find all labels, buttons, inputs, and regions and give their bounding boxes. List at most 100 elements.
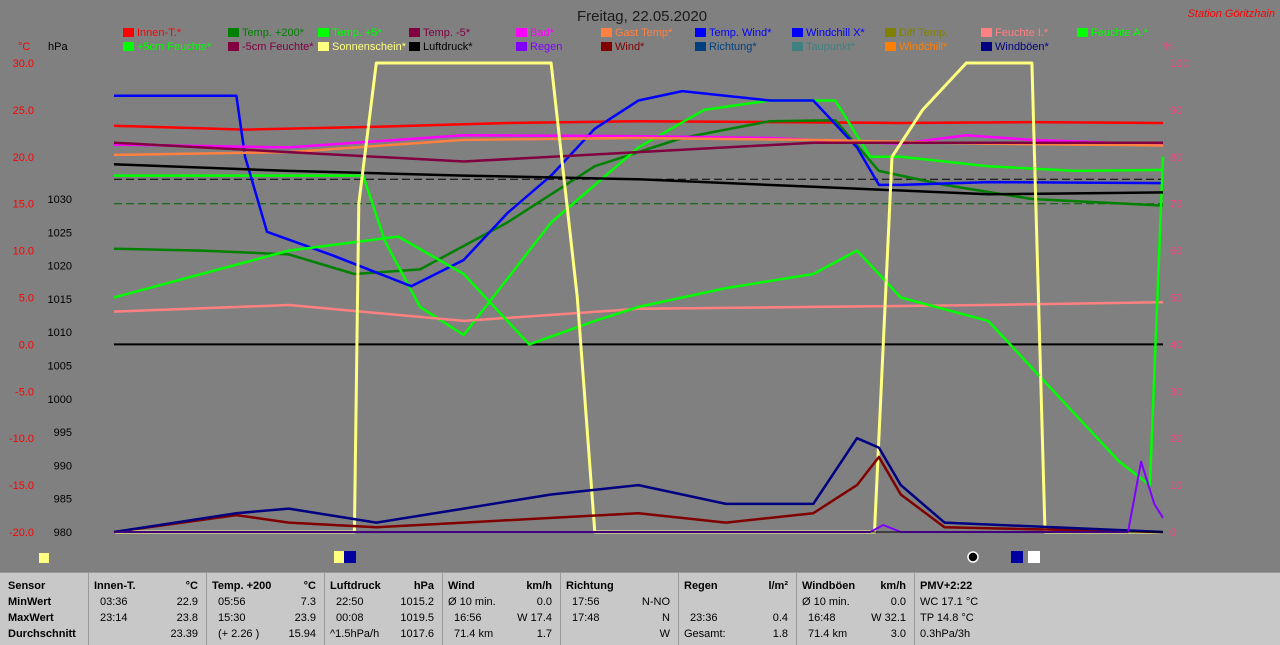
tick-celsius: 30.0 (13, 58, 34, 70)
legend-swatch (516, 42, 527, 51)
tick-celsius: -5.0 (15, 386, 34, 398)
innen-max-time: 23:14 (100, 612, 128, 624)
legend-label: Sonnenschein* (332, 41, 407, 53)
tick-hpa: 1010 (48, 327, 72, 339)
legend-swatch (123, 42, 134, 51)
series-line (113, 300, 1164, 323)
legend-swatch (695, 28, 706, 37)
legend-label: Feuchte A.* (1091, 27, 1149, 39)
unit-percent: % (1163, 41, 1173, 53)
tick-celsius: -15.0 (9, 480, 34, 492)
series-line (113, 119, 1164, 131)
legend-label: Temp. Wind* (709, 27, 772, 39)
legend-swatch (601, 28, 612, 37)
tick-hpa: 980 (54, 527, 72, 539)
richtung-r3-val: W (659, 628, 670, 640)
pmv-r2: TP 14.8 °C (920, 612, 974, 624)
panel-richtung: Richtung 17:56 N-NO 17:48 N W (560, 573, 679, 645)
temp200-max-time: 15:30 (218, 612, 246, 624)
legend-swatch (228, 28, 239, 37)
legend-swatch (695, 42, 706, 51)
legend-label: Gast Temp* (615, 27, 673, 39)
legend-label: Taupunkt* (806, 41, 856, 53)
plot-area (113, 61, 1165, 534)
tick-celsius: -20.0 (9, 527, 34, 539)
boeen-r2-label: 16:48 (808, 612, 836, 624)
tick-celsius: 20.0 (13, 152, 34, 164)
pmv-r1: WC 17.1 °C (920, 596, 979, 608)
tick-hpa: 1015 (48, 294, 72, 306)
wind-unit: km/h (526, 580, 552, 592)
legend-swatch (1077, 28, 1088, 37)
tick-hpa: 1020 (48, 261, 72, 273)
legend-swatch (981, 42, 992, 51)
tick-celsius: 25.0 (13, 105, 34, 117)
legend-label: Feuchte I.* (995, 27, 1049, 39)
regen-r3-val: 1.8 (772, 628, 788, 640)
tick-hpa: 1005 (48, 361, 72, 373)
legend-label: Richtung* (709, 41, 757, 53)
legend-swatch (516, 28, 527, 37)
boeen-unit: km/h (880, 580, 906, 592)
stats-panel: Sensor MinWert MaxWert Durchschnitt Inne… (0, 572, 1280, 645)
luft-max-val: 1019.5 (400, 612, 434, 624)
luft-min-val: 1015.2 (400, 596, 434, 608)
wind-r3-label: 71.4 km (454, 628, 494, 640)
moon-marker (344, 551, 356, 563)
boeen-r2-val: W 32.1 (871, 612, 906, 624)
moon-phase-icon (967, 551, 979, 563)
row-label-avg: Durchschnitt (8, 628, 76, 640)
tick-hpa: 1025 (48, 227, 72, 239)
regen-unit: l/m² (768, 580, 788, 592)
innen-title: Innen-T. (94, 580, 136, 592)
richtung-r2-label: 17:48 (572, 612, 600, 624)
pmv-r3: 0.3hPa/3h (920, 628, 971, 640)
legend-label: Regen (530, 41, 562, 53)
luft-max-time: 00:08 (336, 612, 364, 624)
axis-ticks: 30.0 25.0 20.0 15.0 10.0 5.0 0.0 -5.0 -10.0 -15.0… (9, 58, 1188, 539)
unit-hpa: hPa (48, 41, 68, 53)
wind-title: Wind (448, 580, 475, 592)
richtung-title: Richtung (566, 580, 614, 592)
boeen-r3-val: 3.0 (890, 628, 906, 640)
wind-r2-label: 16:56 (454, 612, 482, 624)
boeen-title: Windböen (802, 580, 856, 592)
tick-percent: 50 (1170, 293, 1182, 305)
temp200-min-time: 05:56 (218, 596, 246, 608)
tick-percent: 80 (1170, 152, 1182, 164)
series-line (114, 99, 1164, 337)
series-line (113, 163, 1164, 196)
richtung-r1-val: N-NO (641, 596, 670, 608)
regen-r2-label: 23:36 (690, 612, 718, 624)
legend-label: Temp. +200* (242, 27, 305, 39)
row-label-sensor: Sensor (8, 580, 46, 592)
regen-r2-val: 0.4 (772, 612, 788, 624)
legend-label: Wind* (615, 41, 645, 53)
wind-r1-val: 0.0 (536, 596, 552, 608)
sunset-marker (1028, 551, 1040, 563)
panel-luftdruck: Luftdruck hPa 22:50 1015.2 00:08 1019.5 … (324, 573, 443, 645)
luft-trend: ^1.5hPa/h (330, 628, 380, 640)
series-line (113, 156, 1165, 487)
innen-min-val: 22.9 (176, 596, 198, 608)
tick-percent: 100 (1170, 58, 1188, 70)
boeen-r3-label: 71.4 km (808, 628, 848, 640)
moonset-marker (1011, 551, 1023, 563)
panel-regen: Regen l/m² 23:36 0.4 Gesamt: 1.8 (678, 573, 797, 645)
legend: Innen-T.* Temp. +200* Temp. +5* Temp. -5* Ba… (123, 27, 1149, 53)
richtung-r1-label: 17:56 (572, 596, 600, 608)
luft-avg: 1017.6 (400, 628, 434, 640)
station-name: Station Göritzhain (1188, 8, 1275, 20)
richtung-r2-val: N (662, 612, 670, 624)
series-line (114, 460, 1164, 533)
series-line (113, 133, 1164, 149)
panel-temp200: Temp. +200 °C 05:56 7.3 15:30 23.9 (+ 2.… (206, 573, 325, 645)
tick-percent: 90 (1170, 105, 1182, 117)
row-label-max: MaxWert (8, 612, 54, 624)
legend-label: Windböen* (995, 41, 1050, 53)
boeen-r1-val: 0.0 (890, 596, 906, 608)
legend-label: Temp. -5* (423, 27, 471, 39)
series-line (113, 436, 1164, 534)
tick-percent: 20 (1170, 433, 1182, 445)
wind-r1-label: Ø 10 min. (448, 596, 496, 608)
